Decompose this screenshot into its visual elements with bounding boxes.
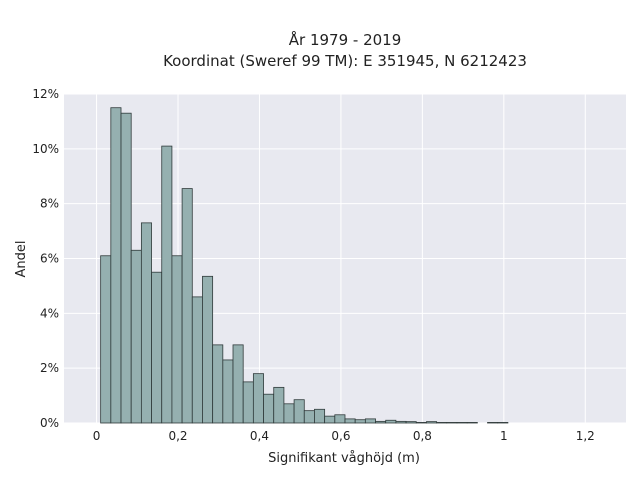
histogram-bar — [487, 422, 499, 424]
x-axis-label: Signifikant våghöjd (m) — [268, 451, 420, 466]
histogram-bar — [110, 107, 122, 424]
histogram-bar — [385, 419, 397, 424]
histogram-bar — [212, 344, 224, 424]
histogram-bars — [100, 107, 509, 424]
histogram-bar — [140, 222, 152, 424]
y-tick-label: 0% — [40, 416, 59, 430]
histogram-bar — [303, 410, 315, 424]
histogram-bar — [273, 386, 285, 424]
x-tick-label: 0 — [93, 429, 101, 443]
histogram-bar — [426, 421, 438, 424]
histogram-bar — [375, 420, 387, 424]
histogram-bar — [415, 422, 427, 424]
histogram-bar — [364, 418, 376, 424]
histogram-bar — [446, 422, 458, 424]
histogram-bar — [181, 188, 193, 424]
x-axis-ticks: 0 0,2 0,4 0,6 0,8 1 1,2 — [93, 429, 595, 443]
histogram-bar — [232, 344, 244, 424]
x-tick-label: 0,2 — [168, 429, 187, 443]
histogram-bar — [263, 393, 275, 424]
histogram-bar — [354, 419, 366, 424]
histogram-bar — [151, 271, 163, 424]
y-axis-label: Andel — [14, 241, 29, 278]
x-tick-label: 1 — [500, 429, 508, 443]
histogram-bar — [161, 145, 173, 424]
histogram-bar — [100, 255, 112, 424]
x-tick-label: 0,8 — [413, 429, 432, 443]
y-tick-label: 2% — [40, 361, 59, 375]
chart-title-line-2: Koordinat (Sweref 99 TM): E 351945, N 62… — [163, 52, 527, 70]
histogram-bar — [171, 255, 183, 424]
y-tick-label: 8% — [40, 197, 59, 211]
histogram-bar — [283, 403, 295, 424]
histogram-bar — [242, 381, 254, 424]
histogram-bar — [395, 420, 407, 424]
histogram-bar — [405, 421, 417, 424]
histogram-bar — [130, 249, 142, 424]
histogram-bar — [222, 359, 234, 424]
x-tick-label: 0,4 — [250, 429, 269, 443]
histogram-bar — [344, 418, 356, 424]
x-tick-label: 0,6 — [331, 429, 350, 443]
histogram-bar — [314, 408, 326, 424]
y-tick-label: 10% — [32, 142, 59, 156]
x-tick-label: 1,2 — [576, 429, 595, 443]
y-axis-ticks: 0% 2% 4% 6% 8% 10% 12% — [32, 87, 59, 430]
histogram-bar — [324, 415, 336, 424]
histogram-bar — [191, 296, 203, 424]
y-tick-label: 12% — [32, 87, 59, 101]
histogram-bar — [293, 399, 305, 424]
y-tick-label: 4% — [40, 306, 59, 320]
histogram-bar — [456, 422, 468, 424]
histogram-bar — [436, 422, 448, 424]
histogram-bar — [252, 373, 264, 424]
histogram-bar — [202, 275, 214, 424]
histogram-bar — [497, 422, 509, 424]
histogram-bar — [334, 414, 346, 424]
histogram-bar — [120, 112, 132, 424]
chart-title-line-1: År 1979 - 2019 — [289, 30, 402, 49]
y-tick-label: 6% — [40, 252, 59, 266]
histogram-bar — [466, 422, 478, 424]
